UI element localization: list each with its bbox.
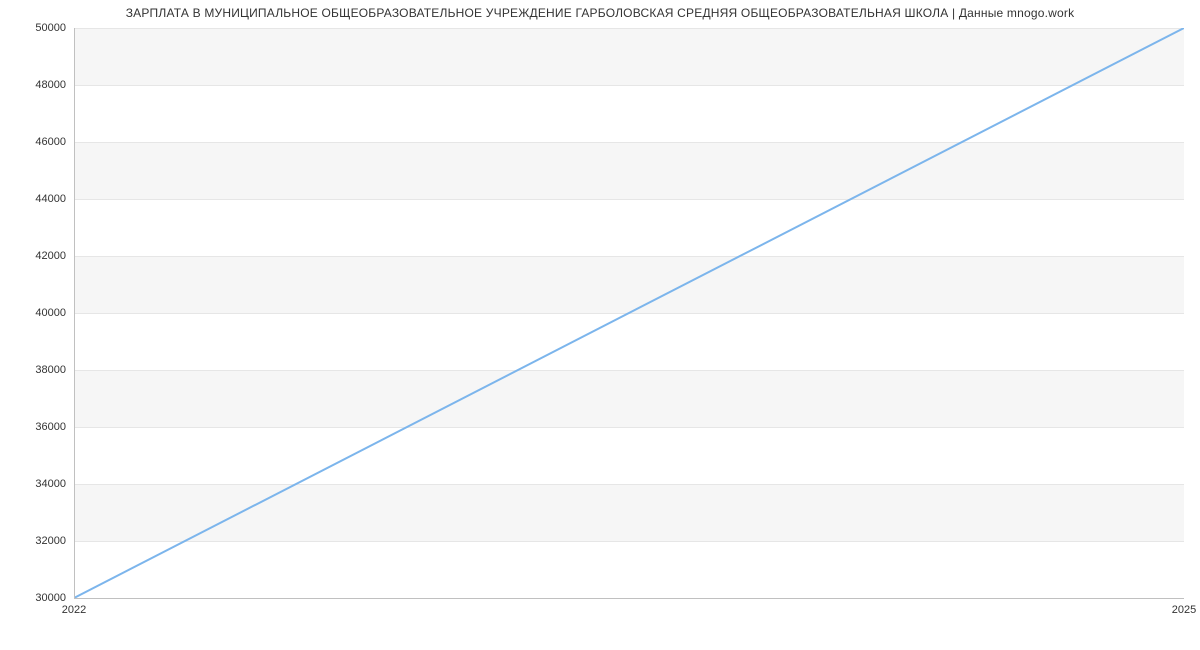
line-layer [74,28,1184,598]
y-tick-label: 42000 [26,250,66,262]
y-tick-label: 38000 [26,364,66,376]
y-tick-label: 32000 [26,535,66,547]
y-tick-label: 36000 [26,421,66,433]
x-tick-label: 2022 [62,604,86,616]
y-tick-label: 34000 [26,478,66,490]
y-tick-label: 48000 [26,79,66,91]
y-tick-label: 50000 [26,22,66,34]
plot-area: 3000032000340003600038000400004200044000… [74,28,1184,598]
chart-title: ЗАРПЛАТА В МУНИЦИПАЛЬНОЕ ОБЩЕОБРАЗОВАТЕЛ… [0,6,1200,20]
y-tick-label: 40000 [26,307,66,319]
chart-container: ЗАРПЛАТА В МУНИЦИПАЛЬНОЕ ОБЩЕОБРАЗОВАТЕЛ… [0,0,1200,650]
x-axis-line [74,598,1184,599]
x-tick-label: 2025 [1172,604,1196,616]
series-line-salary [74,28,1184,598]
y-tick-label: 44000 [26,193,66,205]
y-tick-label: 46000 [26,136,66,148]
y-tick-label: 30000 [26,592,66,604]
y-axis-line [74,28,75,598]
